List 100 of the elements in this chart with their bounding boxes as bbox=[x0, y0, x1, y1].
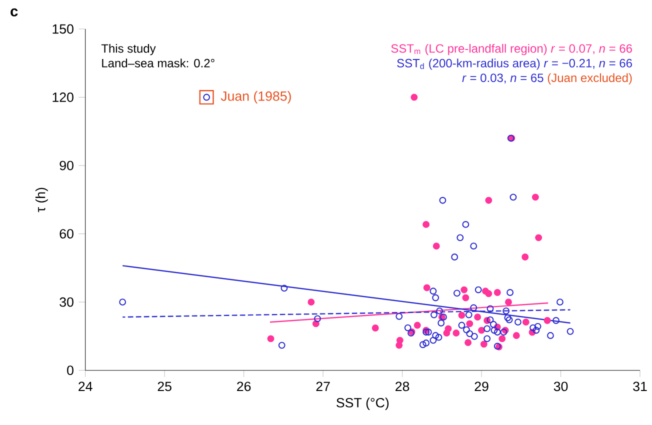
point bbox=[547, 332, 554, 339]
point bbox=[486, 305, 494, 312]
point bbox=[514, 318, 522, 326]
point bbox=[452, 330, 460, 336]
point bbox=[535, 234, 542, 242]
chart-title: c bbox=[10, 8, 18, 16]
text: SST$_{d}$ (200-km-radius area) r = −0.21, n = 66 bbox=[397, 58, 632, 70]
point bbox=[430, 336, 437, 344]
point bbox=[522, 318, 530, 326]
point bbox=[432, 294, 440, 302]
point bbox=[432, 242, 440, 250]
point bbox=[532, 194, 539, 201]
point bbox=[505, 298, 512, 306]
annotation: This study bbox=[101, 44, 156, 56]
annotation: Juan (1985) bbox=[220, 91, 291, 104]
x-tick-label: 30 bbox=[554, 382, 568, 392]
point bbox=[510, 194, 517, 201]
point bbox=[462, 221, 470, 228]
point bbox=[458, 322, 466, 329]
point bbox=[414, 322, 421, 329]
point bbox=[462, 294, 470, 302]
x-tick-label: 25 bbox=[158, 382, 172, 392]
point bbox=[552, 317, 560, 324]
point bbox=[486, 316, 494, 324]
point bbox=[484, 335, 491, 342]
y-tick-label: 120 bbox=[52, 92, 74, 102]
point bbox=[438, 320, 445, 326]
point bbox=[530, 324, 536, 332]
point bbox=[534, 322, 542, 330]
y-tick-label: 90 bbox=[60, 160, 74, 170]
point bbox=[396, 312, 403, 320]
x-tick-label: 26 bbox=[237, 382, 251, 392]
point bbox=[494, 328, 501, 336]
x-tick-label: 29 bbox=[474, 382, 488, 392]
point bbox=[522, 254, 529, 260]
point bbox=[372, 324, 379, 332]
point bbox=[480, 340, 488, 348]
point bbox=[451, 254, 458, 260]
point bbox=[485, 290, 492, 298]
point bbox=[484, 325, 491, 332]
point bbox=[556, 298, 564, 306]
point bbox=[432, 332, 440, 339]
point bbox=[470, 332, 478, 340]
point bbox=[396, 342, 403, 349]
point bbox=[464, 339, 472, 346]
point bbox=[419, 341, 426, 348]
point bbox=[466, 320, 474, 328]
point bbox=[465, 311, 472, 318]
point bbox=[506, 289, 514, 296]
annotation: Land–sea mask: 0.2° bbox=[102, 58, 214, 68]
y-tick-label: 60 bbox=[60, 229, 74, 239]
point bbox=[506, 316, 513, 324]
point bbox=[460, 286, 468, 294]
point bbox=[490, 320, 497, 328]
point bbox=[119, 298, 126, 306]
point bbox=[308, 298, 315, 306]
point bbox=[512, 332, 520, 339]
point bbox=[410, 94, 418, 101]
y-axis-title: τ (h) bbox=[35, 188, 48, 212]
y-tick-label: 150 bbox=[52, 24, 74, 34]
point bbox=[502, 307, 510, 314]
x-tick-label: 31 bbox=[633, 382, 647, 392]
point bbox=[422, 340, 430, 346]
x-tick-label: 24 bbox=[78, 382, 92, 392]
point bbox=[435, 334, 442, 341]
point bbox=[504, 314, 512, 322]
point bbox=[463, 326, 470, 334]
point bbox=[490, 326, 498, 334]
point bbox=[544, 317, 551, 324]
point bbox=[470, 242, 478, 250]
point bbox=[532, 326, 540, 334]
point bbox=[478, 326, 485, 334]
point bbox=[458, 312, 466, 319]
point bbox=[430, 288, 437, 295]
point bbox=[314, 315, 321, 322]
point bbox=[474, 314, 482, 321]
point bbox=[474, 286, 482, 294]
annotation: (Juan excluded) bbox=[548, 73, 632, 84]
x-tick-label: 28 bbox=[396, 382, 410, 392]
point bbox=[423, 284, 430, 292]
y-tick-label: 0 bbox=[67, 366, 74, 376]
y-tick-label: 30 bbox=[60, 297, 74, 307]
point bbox=[470, 304, 478, 312]
point bbox=[466, 330, 474, 338]
text: SST$_{m}$ (LC pre-landfall region) r = 0.07, n = 66 bbox=[391, 44, 632, 56]
point bbox=[312, 320, 320, 328]
point bbox=[430, 311, 438, 318]
point bbox=[404, 324, 412, 332]
point bbox=[267, 335, 274, 342]
point bbox=[485, 196, 492, 204]
point bbox=[444, 325, 452, 332]
x-axis-title: SST (°C) bbox=[336, 398, 389, 410]
point bbox=[278, 342, 286, 349]
x-tick-label: 27 bbox=[316, 382, 330, 392]
point bbox=[566, 328, 574, 335]
text: r = 0.03, n = 65 bbox=[462, 74, 544, 84]
point bbox=[456, 234, 464, 242]
point bbox=[453, 290, 460, 297]
point bbox=[439, 196, 446, 204]
point bbox=[436, 307, 443, 314]
